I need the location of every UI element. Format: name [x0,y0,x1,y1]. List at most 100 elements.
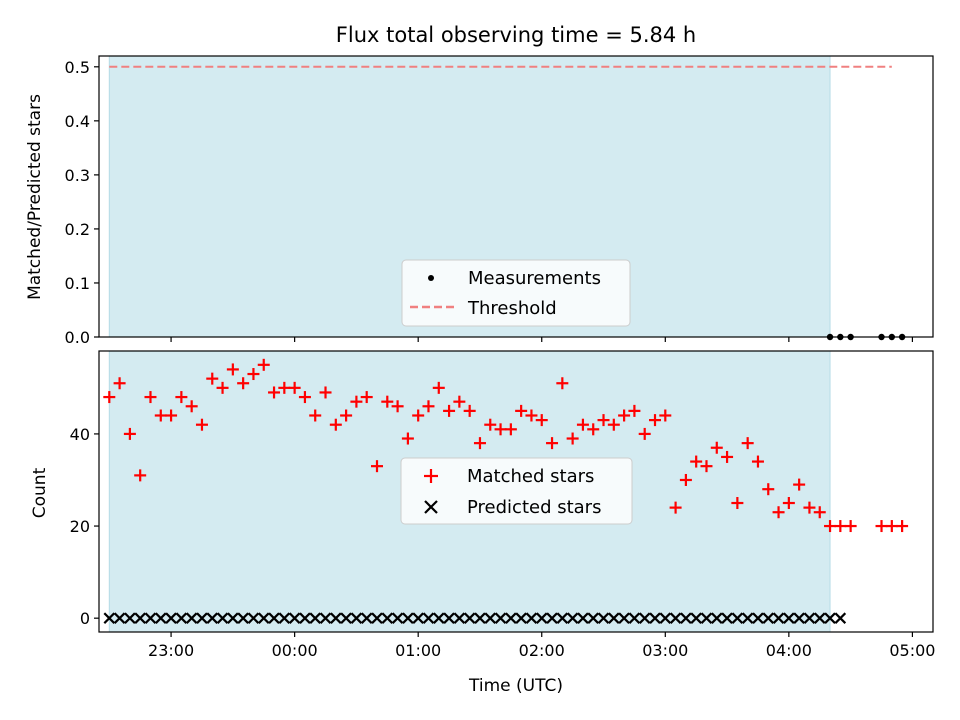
matched-star-point [659,409,672,422]
predicted-star-point [144,612,157,624]
matched-star-point [885,520,898,533]
top-axes-frame [98,55,934,338]
predicted-star-point [340,612,352,624]
top-y-tick-label: 0.3 [65,166,90,185]
predicted-star-point [103,612,116,624]
predicted-star-point [165,612,177,624]
matched-star-point [751,455,764,468]
bottom-x-tick-label: 03:00 [642,641,688,660]
matched-star-point [350,395,363,408]
matched-star-point [669,501,682,514]
predicted-star-point [227,612,239,624]
matched-star-point [741,437,754,450]
matched-star-point [834,520,847,533]
matched-star-point [803,501,816,514]
matched-star-point [597,414,610,427]
bottom-x-tick-label: 04:00 [766,641,812,660]
predicted-star-point [618,612,630,624]
matched-star-point [535,414,548,427]
predicted-star-point [422,612,435,624]
predicted-star-point [443,612,455,624]
matched-star-point [443,404,456,417]
top-y-tick-label: 0.1 [65,274,90,293]
matched-star-point [546,437,559,450]
matched-star-point [875,520,888,533]
legend-predicted-marker [424,500,438,514]
matched-star-point [412,409,425,422]
predicted-star-point [432,612,445,624]
top-y-tick-label: 0.4 [65,112,90,131]
matched-star-point [103,391,116,404]
bottom-x-tick-label: 02:00 [519,641,565,660]
matched-star-point [123,427,136,440]
matched-star-point [185,400,198,413]
matched-star-point [525,409,538,422]
matched-star-point [731,497,744,510]
matched-star-point [401,432,414,445]
matched-star-point [638,427,651,440]
predicted-star-point [319,612,332,624]
matched-star-point [340,409,353,422]
predicted-star-point [134,612,146,624]
predicted-star-point [783,612,795,624]
predicted-star-point [597,612,610,624]
predicted-star-point [206,612,219,624]
matched-star-point [134,469,147,482]
matched-star-point [504,423,517,436]
matched-star-point [566,432,579,445]
predicted-star-point [484,612,497,624]
predicted-star-point [803,612,816,624]
top-panel: 0.0 0.1 0.2 0.3 0.4 0.5 Matched/Predicted sta… [25,55,934,347]
matched-star-point [154,409,167,422]
predicted-star-point [124,612,136,624]
predicted-star-point [721,612,733,624]
matched-star-points [103,358,909,533]
bottom-x-tick-label: 05:00 [889,641,935,660]
bottom-y-tick-label: 0 [80,609,90,628]
bottom-x-tick-label: 00:00 [272,641,318,660]
top-y-tick-label: 0.2 [65,220,90,239]
matched-star-point [391,400,404,413]
predicted-star-point [546,612,558,624]
predicted-star-point [196,612,208,624]
legend-matched-marker [424,469,438,483]
matched-star-point [710,441,723,454]
matched-star-point [113,377,126,390]
predicted-star-point [577,612,589,624]
predicted-star-point [772,612,785,624]
predicted-star-point [371,612,383,624]
matched-star-point [772,506,785,519]
matched-star-point [206,372,219,385]
matched-star-point [607,418,620,431]
predicted-star-point [350,612,363,624]
predicted-star-point [175,612,188,624]
matched-star-point [628,404,641,417]
predicted-star-point [587,612,600,624]
matched-star-point [371,460,383,473]
legend-predicted-label: Predicted stars [467,497,601,518]
bottom-panel: 0 20 40 23:00 00:00 01:00 02:00 03:00 04:00 05:0… [30,350,935,696]
bottom-legend-box [400,457,633,525]
predicted-star-point [412,612,424,624]
matched-star-point [329,418,342,431]
matched-star-point [288,381,301,394]
predicted-star-point [813,612,826,624]
matched-star-point [257,358,270,371]
predicted-star-point [268,612,280,624]
predicted-star-point [453,612,466,624]
matched-star-point [896,520,909,533]
predicted-star-point [154,612,167,624]
predicted-star-point [608,612,620,624]
predicted-star-point [525,612,538,624]
matched-star-point [484,418,497,431]
matched-star-point [247,368,260,381]
predicted-star-point [762,612,775,624]
top-x-ticks [170,337,914,342]
matched-star-point [494,423,507,436]
legend-matched-label: Matched stars [467,466,594,487]
predicted-star-point [515,612,527,624]
top-y-tick-label: 0.5 [65,58,90,77]
predicted-star-point [391,612,404,624]
matched-star-point [700,460,713,473]
